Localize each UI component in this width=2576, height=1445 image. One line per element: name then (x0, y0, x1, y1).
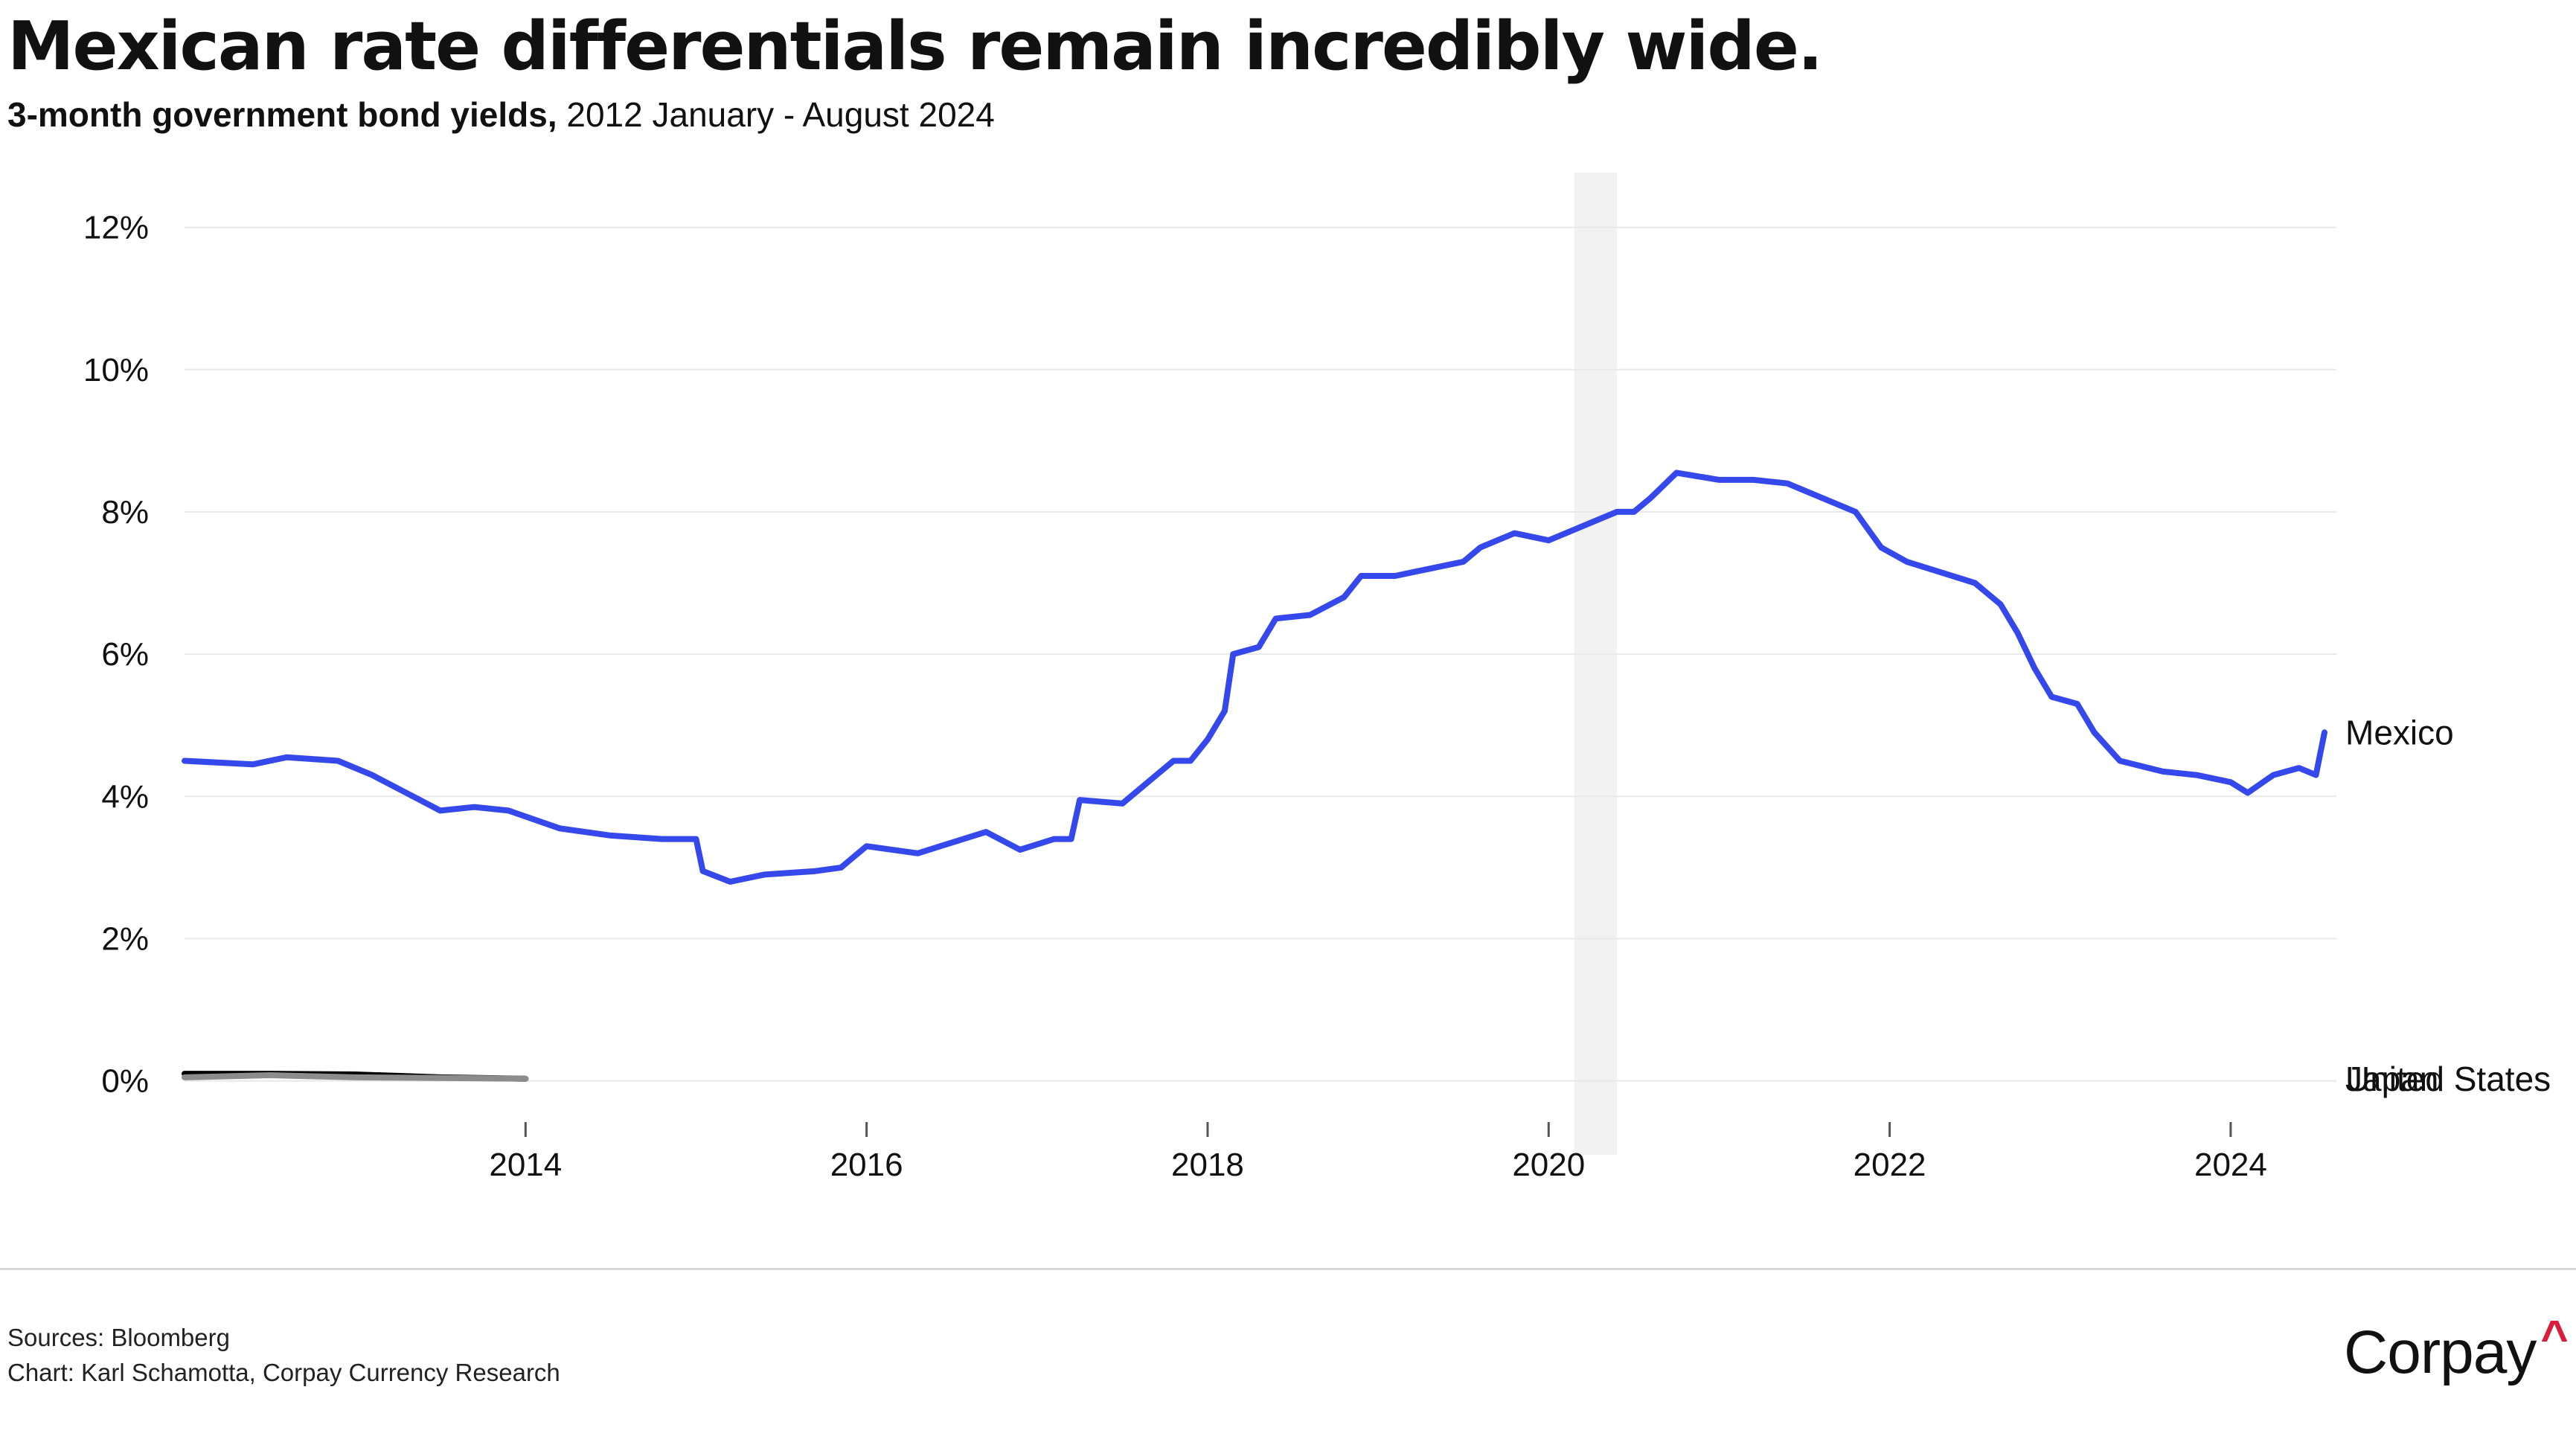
corpay-logo: Corpay^ (2344, 1310, 2569, 1388)
x-tick-label: 2014 (489, 1147, 562, 1183)
chart-title: Mexican rate differentials remain incred… (7, 7, 1823, 86)
shaded-period (1574, 173, 1617, 1155)
footer-divider (0, 1268, 2576, 1270)
series-label-united-states: United States (2345, 1060, 2551, 1098)
subtitle-bold: 3-month government bond yields, (7, 95, 557, 134)
chart-subtitle: 3-month government bond yields, 2012 Jan… (7, 92, 995, 137)
series-lines (182, 470, 2327, 1082)
sources-text: Sources: Bloomberg (7, 1324, 230, 1351)
series-line-united-states (182, 1072, 529, 1082)
x-tick-label: 2024 (2194, 1147, 2267, 1183)
line-chart: 0% 2% 4% 6% 8% 10% 12% 2014 2016 2018 2020 2022 202… (83, 173, 2551, 1183)
caret-icon: ^ (2540, 1310, 2568, 1364)
footer: Sources: Bloomberg Chart: Karl Schamotta… (7, 1320, 560, 1390)
series-label-japan: Japan (2345, 1060, 2438, 1098)
x-tick-label: 2020 (1512, 1147, 1585, 1183)
y-tick-label: 4% (101, 778, 149, 815)
x-tick-label: 2016 (830, 1147, 903, 1183)
y-tick-label: 6% (101, 636, 149, 673)
gridlines (185, 226, 2336, 1082)
x-tick-label: 2022 (1853, 1147, 1926, 1183)
logo-text: Corpay (2344, 1319, 2537, 1386)
y-tick-labels: 0% 2% 4% 6% 8% 10% 12% (83, 210, 149, 1100)
y-tick-label: 0% (101, 1063, 149, 1100)
y-tick-label: 8% (101, 494, 149, 531)
x-tick-label: 2018 (1171, 1147, 1244, 1183)
y-tick-label: 2% (101, 920, 149, 957)
x-tick-labels: 2014 2016 2018 2020 2022 2024 (489, 1122, 2267, 1183)
credit-text: Chart: Karl Schamotta, Corpay Currency R… (7, 1359, 560, 1386)
y-tick-label: 10% (83, 352, 149, 388)
shaded-period-layer (1574, 173, 1617, 1155)
subtitle-rest: 2012 January - August 2024 (557, 95, 995, 134)
y-tick-label: 12% (83, 210, 149, 246)
series-line-mexico (182, 470, 2327, 885)
series-label-mexico: Mexico (2345, 713, 2454, 752)
